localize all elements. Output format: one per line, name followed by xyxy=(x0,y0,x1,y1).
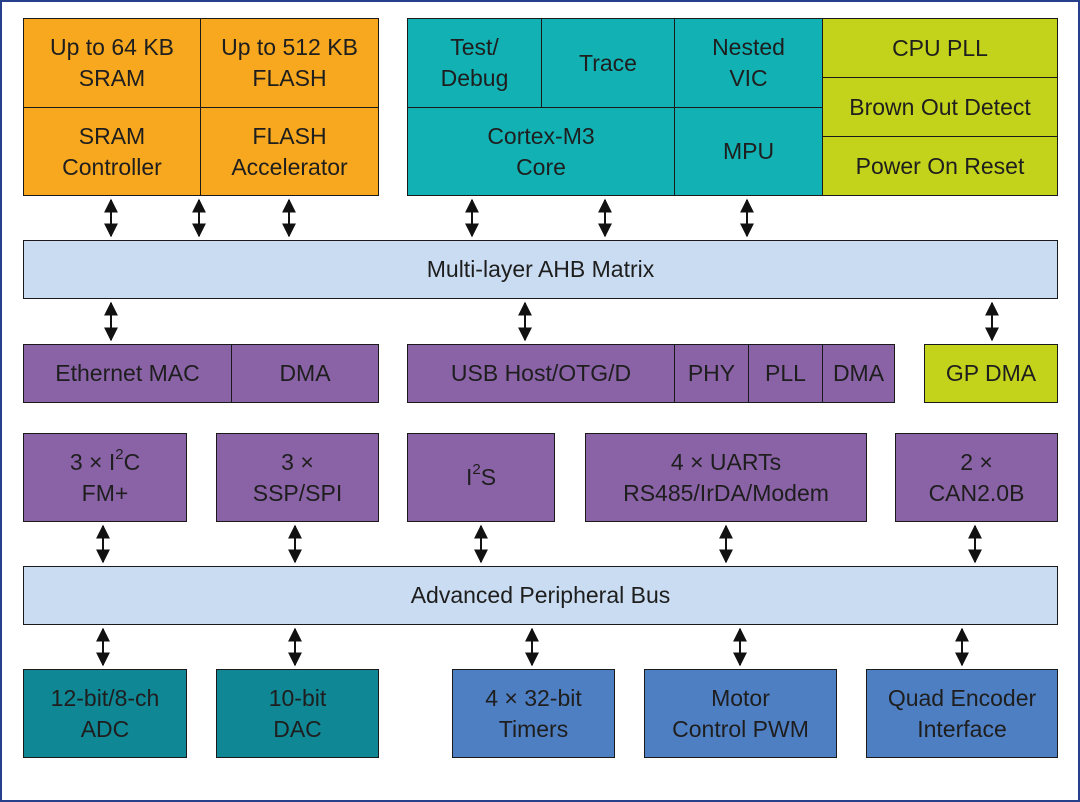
nvic-block: Nested VIC xyxy=(674,18,823,108)
dac-block: 10-bit DAC xyxy=(216,669,379,758)
usb-dma-label: DMA xyxy=(832,360,885,386)
i2c-label: 3 × I2C FM+ xyxy=(69,445,141,506)
usb-label: USB Host/OTG/D xyxy=(450,360,632,386)
usb-dma-block: DMA xyxy=(822,344,895,403)
ethernet-mac-label: Ethernet MAC xyxy=(55,360,200,386)
i2s-block: I2S xyxy=(407,433,555,522)
ethernet-dma-block: DMA xyxy=(231,344,379,403)
cpu-pll-block: CPU PLL xyxy=(822,18,1058,78)
power-on-reset-block: Power On Reset xyxy=(822,136,1058,196)
cortex-m3-core-label: Cortex-M3 Core xyxy=(487,122,595,180)
usb-pll-label: PLL xyxy=(765,360,806,386)
sram-block: Up to 64 KB SRAM xyxy=(23,18,201,108)
flash-label: Up to 512 KB FLASH xyxy=(221,34,358,91)
nvic-label: Nested VIC xyxy=(712,34,785,91)
gp-dma-block: GP DMA xyxy=(924,344,1058,403)
timers-label: 4 × 32-bit Timers xyxy=(485,684,582,742)
motor-pwm-label: Motor Control PWM xyxy=(672,684,809,742)
i2c-block: 3 × I2C FM+ xyxy=(23,433,187,522)
ssp-spi-label: 3 × SSP/SPI xyxy=(252,448,343,506)
flash-accelerator-block: FLASH Accelerator xyxy=(200,107,379,196)
flash-accelerator-label: FLASH Accelerator xyxy=(231,122,348,180)
usb-block: USB Host/OTG/D xyxy=(407,344,675,403)
apb-bus-label: Advanced Peripheral Bus xyxy=(410,582,671,608)
adc-block: 12-bit/8-ch ADC xyxy=(23,669,187,758)
ssp-spi-block: 3 × SSP/SPI xyxy=(216,433,379,522)
adc-label: 12-bit/8-ch ADC xyxy=(50,684,160,742)
ahb-matrix-label: Multi-layer AHB Matrix xyxy=(426,256,655,282)
uarts-label: 4 × UARTs RS485/IrDA/Modem xyxy=(623,448,829,506)
ahb-matrix-bus: Multi-layer AHB Matrix xyxy=(23,240,1058,299)
motor-pwm-block: Motor Control PWM xyxy=(644,669,837,758)
can-label: 2 × CAN2.0B xyxy=(928,448,1025,506)
cortex-m3-core-block: Cortex-M3 Core xyxy=(407,107,675,196)
quad-encoder-block: Quad Encoder Interface xyxy=(866,669,1058,758)
uarts-block: 4 × UARTs RS485/IrDA/Modem xyxy=(585,433,867,522)
sram-label: Up to 64 KB SRAM xyxy=(49,34,175,91)
i2s-label: I2S xyxy=(465,461,497,490)
ethernet-dma-label: DMA xyxy=(279,360,331,386)
dac-label: 10-bit DAC xyxy=(268,684,327,742)
can-block: 2 × CAN2.0B xyxy=(895,433,1058,522)
test-debug-label: Test/ Debug xyxy=(440,34,509,91)
mpu-block: MPU xyxy=(674,107,823,196)
sram-controller-block: SRAM Controller xyxy=(23,107,201,196)
cpu-pll-label: CPU PLL xyxy=(892,34,988,61)
apb-bus: Advanced Peripheral Bus xyxy=(23,566,1058,625)
power-on-reset-label: Power On Reset xyxy=(855,152,1025,179)
phy-block: PHY xyxy=(674,344,749,403)
gp-dma-label: GP DMA xyxy=(945,360,1037,386)
sram-controller-label: SRAM Controller xyxy=(62,122,162,180)
usb-pll-block: PLL xyxy=(748,344,823,403)
brown-out-detect-label: Brown Out Detect xyxy=(849,93,1031,120)
mpu-label: MPU xyxy=(722,138,775,164)
trace-block: Trace xyxy=(541,18,675,108)
brown-out-detect-block: Brown Out Detect xyxy=(822,77,1058,137)
timers-block: 4 × 32-bit Timers xyxy=(452,669,615,758)
phy-label: PHY xyxy=(687,360,736,386)
trace-label: Trace xyxy=(579,49,637,76)
ethernet-mac-block: Ethernet MAC xyxy=(23,344,232,403)
quad-encoder-label: Quad Encoder Interface xyxy=(887,684,1037,742)
